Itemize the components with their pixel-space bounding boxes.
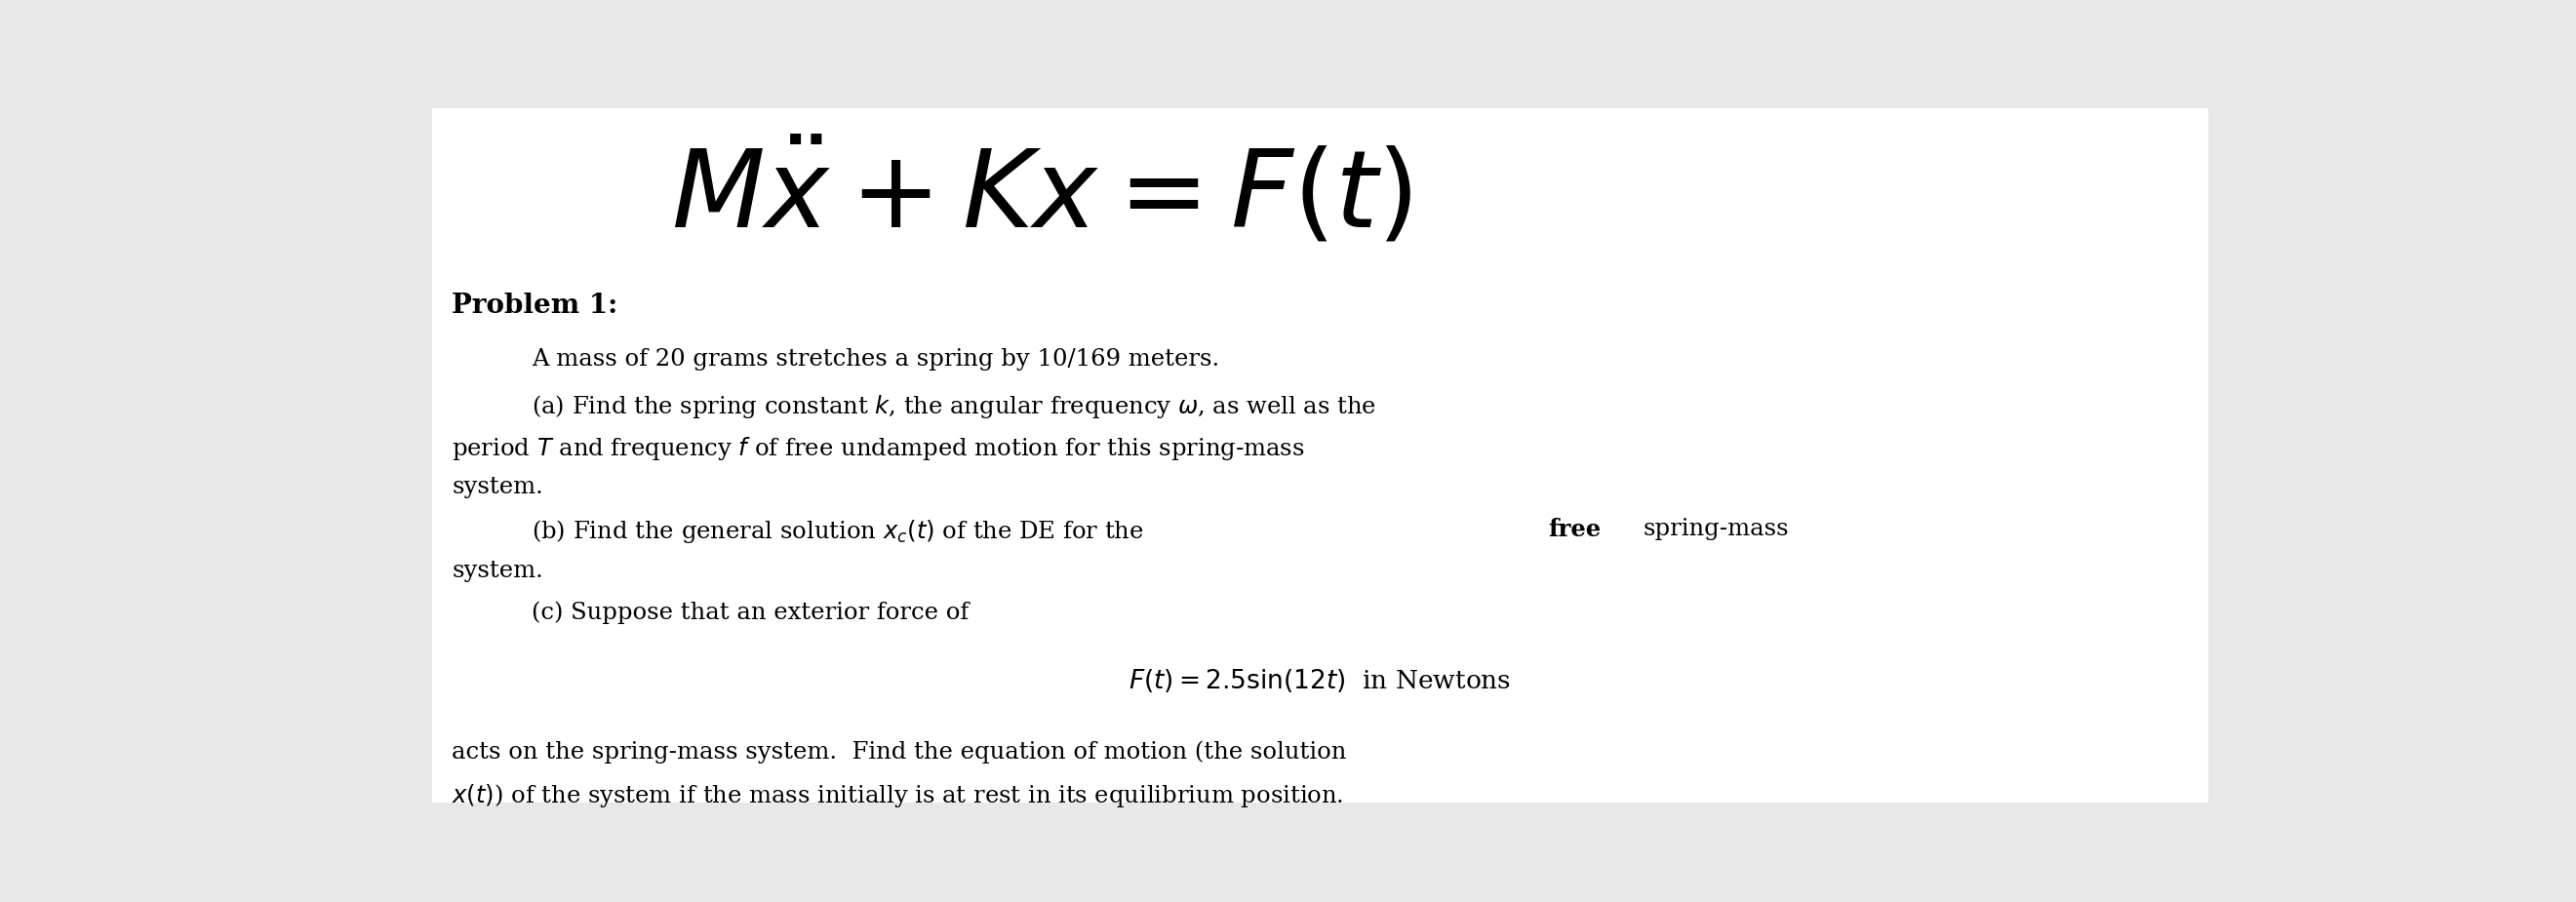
Text: free: free xyxy=(1548,518,1600,541)
Text: A mass of 20 grams stretches a spring by 10/169 meters.: A mass of 20 grams stretches a spring by… xyxy=(531,348,1218,371)
Text: $M\ddot{x}+Kx=F(t)$: $M\ddot{x}+Kx=F(t)$ xyxy=(672,139,1412,251)
Text: Problem 1:: Problem 1: xyxy=(451,292,618,318)
Text: spring-mass: spring-mass xyxy=(1643,518,1790,540)
Text: system.: system. xyxy=(451,476,544,499)
Text: (c) Suppose that an exterior force of: (c) Suppose that an exterior force of xyxy=(531,602,969,624)
Text: $F(t) = 2.5\sin(12t)$  in Newtons: $F(t) = 2.5\sin(12t)$ in Newtons xyxy=(1128,667,1512,695)
Text: (b) Find the general solution $x_c(t)$ of the DE for the: (b) Find the general solution $x_c(t)$ o… xyxy=(531,518,1144,546)
Text: period $T$ and frequency $f$ of free undamped motion for this spring-mass: period $T$ and frequency $f$ of free und… xyxy=(451,435,1306,462)
Text: acts on the spring-mass system.  Find the equation of motion (the solution: acts on the spring-mass system. Find the… xyxy=(451,741,1347,763)
Text: system.: system. xyxy=(451,559,544,582)
FancyBboxPatch shape xyxy=(433,108,2208,803)
Text: $x(t)$) of the system if the mass initially is at rest in its equilibrium positi: $x(t)$) of the system if the mass initia… xyxy=(451,782,1345,809)
Text: (a) Find the spring constant $k$, the angular frequency $\omega$, as well as the: (a) Find the spring constant $k$, the an… xyxy=(531,393,1376,420)
